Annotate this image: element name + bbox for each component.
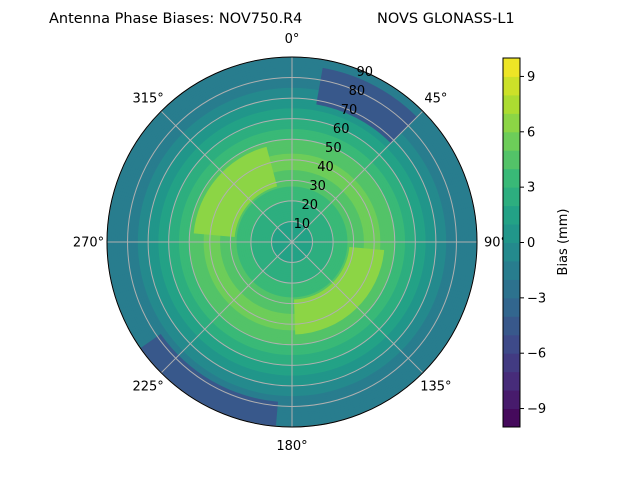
angular-tick-label: 180° [276, 439, 307, 454]
colorbar-segment [503, 113, 520, 133]
radial-tick-label: 80 [349, 84, 366, 99]
chart-title-left: Antenna Phase Biases: NOV750.R4 [49, 11, 302, 27]
contour-lobe [294, 247, 385, 335]
colorbar-segment [503, 334, 520, 354]
colorbar-segment [503, 150, 520, 170]
colorbar-segment [503, 58, 520, 77]
colorbar-segment [503, 131, 520, 151]
radial-tick-label: 30 [309, 179, 326, 194]
angular-tick-label: 315° [132, 92, 163, 107]
colorbar-segment [503, 260, 520, 280]
angular-tick-label: 225° [132, 379, 163, 394]
angular-gridline [291, 110, 424, 243]
colorbar-segment [503, 242, 520, 262]
radial-tick-label: 70 [341, 103, 358, 118]
angular-tick-label: 0° [285, 32, 300, 47]
colorbar-segment [503, 94, 520, 114]
angular-gridline [160, 241, 293, 374]
angular-tick-label: 270° [73, 236, 104, 251]
colorbar-tick-label: 3 [527, 181, 535, 196]
angular-gridline [291, 241, 424, 374]
contour-lobe [316, 67, 418, 144]
radial-tick-label: 40 [317, 160, 334, 175]
tick-labels: 0° 45° 90° 135° 180° 225° 270° 315° 10 20 30 40 50 60… [73, 32, 507, 454]
angular-gridline [160, 110, 293, 243]
colorbar-segment [503, 187, 520, 207]
colorbar-tick-label: 6 [527, 125, 535, 140]
colorbar-segment [503, 371, 520, 391]
colorbar-segment [503, 390, 520, 410]
colorbar-segment [503, 76, 520, 96]
colorbar-tick-label: −6 [527, 347, 546, 362]
colorbar-segment [503, 297, 520, 317]
colorbar-segment [503, 205, 520, 225]
colorbar-segment [503, 224, 520, 243]
colorbar-tick-label: −9 [527, 402, 546, 417]
angular-tick-label: 135° [420, 379, 451, 394]
radial-tick-label: 60 [333, 122, 350, 137]
radial-tick-label: 90 [357, 65, 374, 80]
chart-title-right: NOVS GLONASS-L1 [377, 11, 515, 27]
colorbar-tick-label: 0 [527, 236, 535, 251]
colorbar-segment [503, 168, 520, 188]
radial-tick-label: 10 [294, 217, 311, 232]
colorbar-segment [503, 408, 520, 428]
colorbar: −9 −6 −3 0 3 6 9 Bias (mm) [502, 57, 571, 428]
radial-tick-label: 20 [301, 198, 318, 213]
angular-tick-label: 45° [424, 92, 447, 107]
angular-tick-label: 90° [484, 236, 507, 251]
polar-grid [106, 56, 478, 428]
radial-tick-label: 50 [325, 141, 342, 156]
colorbar-tick-label: −3 [527, 291, 546, 306]
colorbar-segment [503, 316, 520, 336]
polar-frame [106, 56, 478, 428]
colorbar-label: Bias (mm) [556, 209, 571, 276]
colorbar-segment [503, 353, 520, 373]
colorbar-segment [503, 279, 520, 299]
colorbar-tick-label: 9 [527, 70, 535, 85]
